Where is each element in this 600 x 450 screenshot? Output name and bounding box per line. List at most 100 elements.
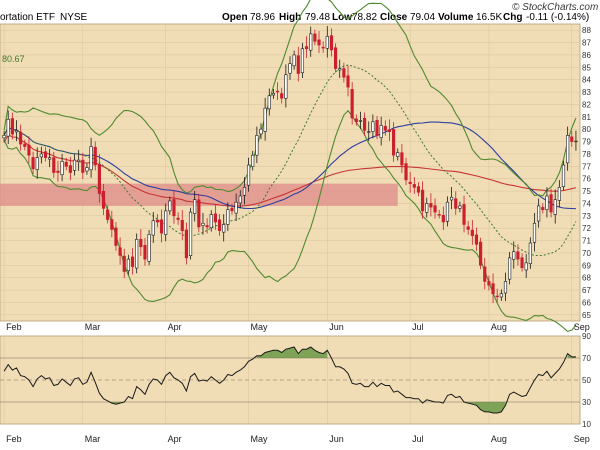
candle-body <box>404 163 408 181</box>
candle-body <box>263 107 267 132</box>
candle-body <box>271 93 276 96</box>
candle-up <box>89 137 93 178</box>
candle-up <box>512 241 516 269</box>
candle-down <box>400 143 404 173</box>
candle-down <box>429 193 433 217</box>
candle-up <box>39 146 43 164</box>
candle-body <box>300 48 305 74</box>
candle-down <box>114 222 118 251</box>
candle-up <box>503 272 508 301</box>
candle-down <box>304 36 309 58</box>
candle-down <box>93 141 97 171</box>
price-tick-label: 72 <box>582 224 591 233</box>
candle-up <box>263 97 267 141</box>
rsi-tick-label: 10 <box>582 420 591 429</box>
candle-body <box>363 117 367 131</box>
candle-body <box>309 33 313 51</box>
candle-body <box>81 159 85 173</box>
x-tick-label: Sep <box>574 434 590 444</box>
candle-down <box>487 275 491 291</box>
candle-up <box>168 196 172 215</box>
candle-down <box>155 214 159 228</box>
candle-up <box>309 26 313 57</box>
candle-body <box>383 125 387 131</box>
candles <box>2 26 578 304</box>
candle-down <box>346 65 350 97</box>
candle-down <box>10 112 14 140</box>
candle-down <box>52 151 56 178</box>
candle-body <box>172 199 176 217</box>
candle-body <box>197 199 201 228</box>
x-tick-label: Feb <box>6 434 22 444</box>
candle-body <box>458 205 462 209</box>
candle-body <box>184 229 188 259</box>
rsi-overbought-fill <box>256 347 328 358</box>
candle-body <box>570 136 574 142</box>
candle-body <box>387 129 392 132</box>
candle-down <box>176 212 180 225</box>
candle-body <box>470 229 474 236</box>
candle-body <box>371 121 375 132</box>
price-tick-label: 67 <box>582 286 591 295</box>
candle-down <box>317 31 321 53</box>
candle-up <box>292 50 296 70</box>
candle-body <box>77 159 81 162</box>
candle-down <box>383 120 387 136</box>
candle-body <box>230 207 234 212</box>
price-tick-label: 80 <box>582 125 591 134</box>
price-tick-label: 77 <box>582 162 591 171</box>
candle-up <box>48 148 52 168</box>
candle-up <box>379 116 383 146</box>
candle-down <box>387 119 392 141</box>
candle-body <box>259 128 263 135</box>
candle-up <box>60 154 64 182</box>
candle-body <box>532 222 537 243</box>
candle-body <box>574 140 578 143</box>
candle-up <box>288 56 292 80</box>
candle-body <box>72 159 77 171</box>
rsi-line <box>3 346 576 414</box>
candle-body <box>474 234 479 245</box>
candle-body <box>304 46 309 50</box>
candle-body <box>549 194 553 213</box>
candle-body <box>222 224 226 233</box>
candle-up <box>255 126 259 164</box>
candle-body <box>209 214 213 228</box>
candle-body <box>176 217 180 220</box>
candle-up <box>6 110 10 145</box>
price-axis: 65 66 67 68 69 70 71 72 73 74 75 76 77 78 79 80 81 82 83 84… <box>582 26 591 320</box>
candle-up <box>524 254 528 278</box>
candle-body <box>321 46 325 49</box>
price-tick-label: 78 <box>582 150 591 159</box>
candle-body <box>441 215 445 223</box>
candle-up <box>259 123 263 140</box>
candle-down <box>495 288 499 303</box>
candle-down <box>321 41 325 53</box>
candle-body <box>180 219 184 231</box>
candle-body <box>89 146 93 171</box>
candle-body <box>242 187 247 196</box>
candle-body <box>226 209 230 225</box>
x-tick-label: Apr <box>168 322 182 332</box>
candle-down <box>516 244 520 266</box>
candle-up <box>284 64 288 108</box>
rsi-axis: 10 30 50 70 90 <box>582 332 591 429</box>
candle-body <box>205 225 209 228</box>
candle-body <box>27 144 31 156</box>
candle-body <box>338 68 342 71</box>
candle-body <box>445 201 450 222</box>
candle-up <box>300 42 305 78</box>
candle-body <box>213 213 217 223</box>
candle-up <box>396 148 400 161</box>
candle-up <box>553 189 557 224</box>
high-value: 79.48 <box>305 12 330 23</box>
rsi-indicator <box>0 336 580 424</box>
candle-body <box>23 143 27 147</box>
candle-down <box>139 229 143 256</box>
candle-up <box>72 154 77 176</box>
candle-up <box>242 177 247 205</box>
high-label: High <box>279 12 301 23</box>
candle-up <box>77 149 81 171</box>
candle-down <box>549 188 553 218</box>
candle-body <box>408 181 412 184</box>
